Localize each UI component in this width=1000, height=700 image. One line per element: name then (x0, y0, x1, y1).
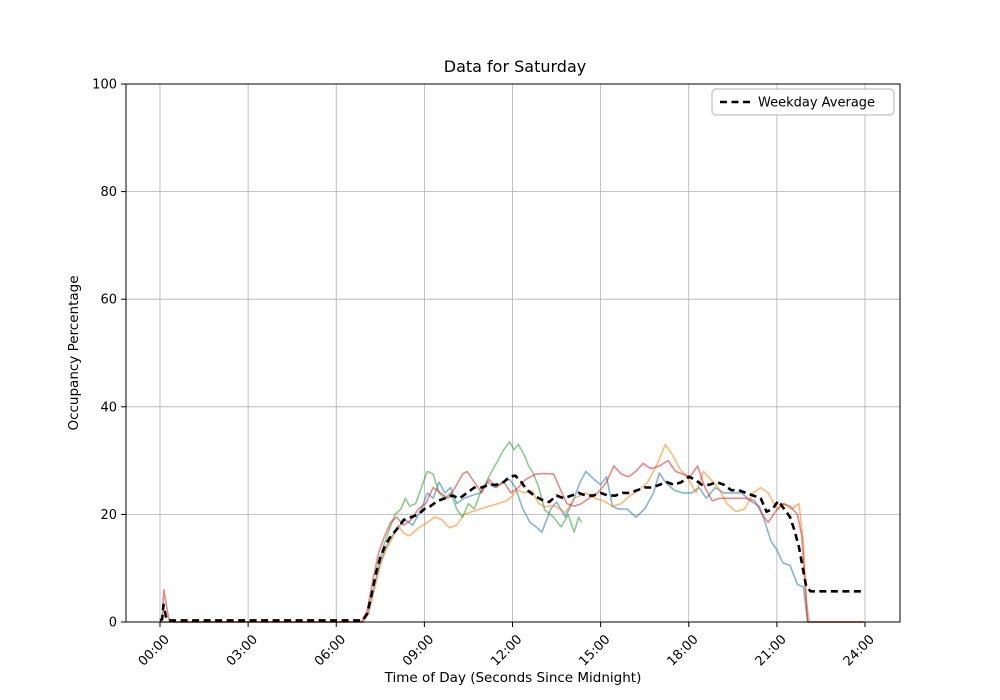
series-line-weekday-average (159, 474, 865, 622)
series-lines (159, 440, 865, 623)
x-tick-label: 15:00 (576, 632, 613, 669)
x-tick-label: 12:00 (488, 632, 525, 669)
x-tick-label: 18:00 (664, 632, 701, 669)
axis-ticks (121, 83, 866, 627)
grid-lines (126, 83, 900, 623)
y-tick-label: 100 (92, 78, 117, 93)
y-tick-label: 0 (109, 616, 117, 631)
axis-tick-labels: 00:00 03:00 06:00 09:00 12:00 15:00 18:00 21:00… (92, 78, 878, 670)
x-axis-label: Time of Day (Seconds Since Midnight) (384, 670, 642, 686)
legend: Weekday Average (711, 88, 895, 116)
legend-label: Weekday Average (758, 96, 875, 111)
x-tick-label: 06:00 (312, 632, 349, 669)
y-tick-label: 40 (100, 400, 117, 415)
y-axis-label: Occupancy Percentage (66, 275, 82, 430)
series-line-saturday-sample-3 (376, 440, 583, 569)
y-tick-label: 80 (100, 185, 117, 200)
y-tick-label: 60 (100, 293, 117, 308)
x-tick-label: 24:00 (841, 632, 878, 669)
x-tick-label: 03:00 (224, 632, 261, 669)
x-tick-label: 09:00 (400, 632, 437, 669)
x-tick-label: 21:00 (753, 632, 790, 669)
chart-title: Data for Saturday (444, 57, 586, 76)
series-line-saturday-sample-1 (160, 470, 864, 623)
legend-box (711, 88, 895, 116)
series-line-saturday-sample-2 (160, 443, 864, 623)
plot-border (125, 83, 901, 623)
y-tick-label: 20 (100, 508, 117, 523)
series-line-saturday-sample-4 (159, 459, 864, 623)
x-tick-label: 00:00 (136, 632, 173, 669)
